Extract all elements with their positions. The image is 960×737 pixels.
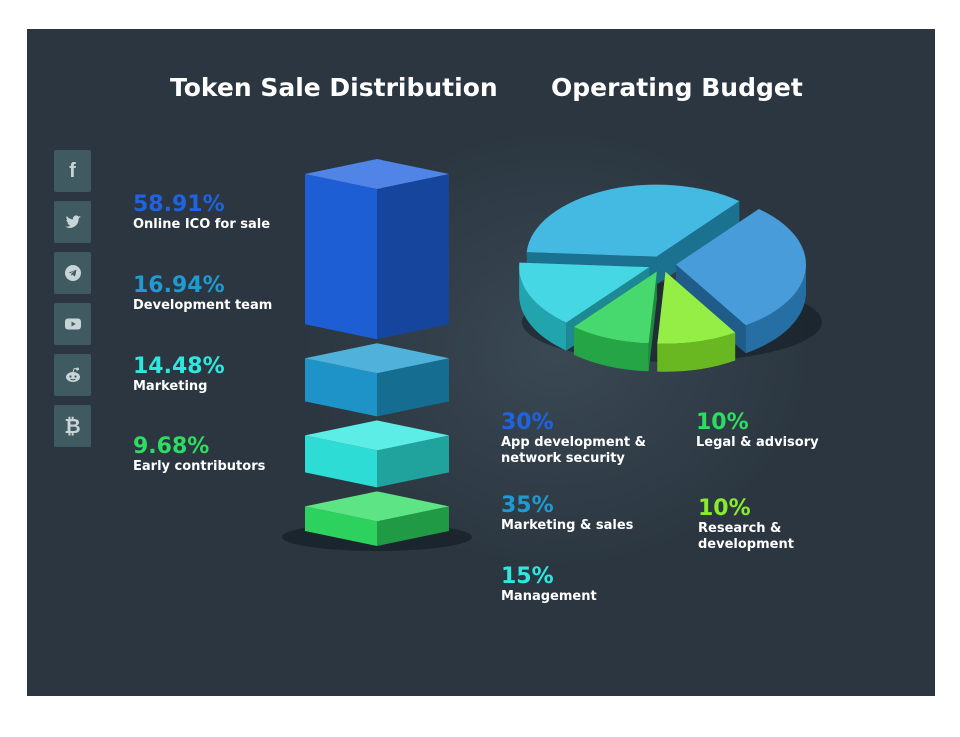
token-block-1-right-face: [377, 174, 449, 340]
budget-stat-management-label: Management: [501, 589, 597, 604]
telegram-icon: [64, 265, 81, 281]
twitter-icon: [64, 215, 81, 228]
social-sidebar: f ₿: [54, 150, 91, 456]
token-block-2-right-face: [377, 358, 449, 417]
infographic-panel: Token Sale Distribution Operating Budget…: [27, 29, 935, 696]
facebook-button[interactable]: f: [54, 150, 91, 192]
budget-stat-research-label: Research & development: [698, 521, 794, 552]
token-block-1: [305, 159, 449, 340]
token-stat-2-value: 16.94%: [133, 273, 225, 298]
youtube-button[interactable]: [54, 303, 91, 345]
token-stat-3-label: Marketing: [133, 379, 208, 394]
token-stat-1-label: Online ICO for sale: [133, 217, 271, 232]
token-block-3: [305, 420, 449, 488]
budget-stat-marketing-label: Marketing & sales: [501, 518, 634, 533]
token-block-2: [305, 343, 449, 417]
token-stat-3-value: 14.48%: [133, 354, 225, 379]
bitcoin-icon: ₿: [64, 413, 81, 438]
budget-stat-marketing: 35% Marketing & sales: [501, 494, 633, 534]
budget-stat-legal: 10% Legal & advisory: [696, 411, 819, 451]
budget-stat-app-dev-value: 30%: [501, 410, 554, 435]
token-stat-1: 58.91% Online ICO for sale: [133, 193, 270, 233]
youtube-icon: [64, 318, 81, 330]
token-block-3-top-face: [305, 420, 449, 451]
budget-slice-3-rim-1: [519, 267, 567, 351]
reddit-button[interactable]: [54, 354, 91, 396]
budget-slice-5: [657, 271, 736, 372]
token-stat-4-label: Early contributors: [133, 459, 266, 474]
token-block-3-right-face: [377, 435, 449, 488]
budget-slice-3-top: [519, 262, 650, 323]
token-stat-4-value: 9.68%: [133, 434, 210, 459]
facebook-icon: f: [69, 159, 76, 182]
token-block-4-left-face: [305, 506, 377, 546]
token-stat-2: 16.94% Development team: [133, 274, 272, 314]
budget-stat-research-value: 10%: [698, 496, 751, 521]
bitcoin-button[interactable]: ₿: [54, 405, 91, 447]
reddit-icon: [65, 367, 80, 382]
budget-slice-5-top: [657, 271, 736, 344]
token-block-1-top-face: [305, 159, 449, 189]
budget-slice-5-rim-1: [657, 332, 736, 372]
token-block-2-top-face: [305, 343, 449, 374]
token-chart-title: Token Sale Distribution: [170, 73, 498, 102]
budget-stat-marketing-value: 35%: [501, 493, 554, 518]
budget-stat-management-value: 15%: [501, 564, 554, 589]
token-block-1-left-face: [305, 174, 377, 340]
token-stat-2-label: Development team: [133, 298, 273, 313]
budget-slice-2-top: [526, 184, 740, 257]
token-stat-4: 9.68% Early contributors: [133, 435, 265, 475]
budget-stat-research: 10% Research & development: [698, 497, 794, 553]
token-stat-1-value: 58.91%: [133, 192, 225, 217]
charts-canvas: [282, 159, 822, 551]
token-stat-3: 14.48% Marketing: [133, 355, 225, 395]
token-block-4-top-face: [305, 491, 449, 522]
budget-slice-4-top: [573, 271, 657, 344]
budget-slice-4-rim-1: [573, 326, 649, 372]
token-block-4: [305, 491, 449, 546]
token-block-3-left-face: [305, 435, 377, 488]
budget-stat-app-dev-label: App development & network security: [501, 435, 646, 466]
token-block-4-right-face: [377, 506, 449, 546]
token-block-2-left-face: [305, 358, 377, 417]
budget-slice-4: [573, 271, 657, 372]
budget-stat-legal-label: Legal & advisory: [696, 435, 819, 450]
budget-chart-title: Operating Budget: [551, 73, 803, 102]
budget-stat-app-dev: 30% App development & network security: [501, 411, 646, 467]
twitter-button[interactable]: [54, 201, 91, 243]
telegram-button[interactable]: [54, 252, 91, 294]
budget-stat-legal-value: 10%: [696, 410, 749, 435]
budget-stat-management: 15% Management: [501, 565, 597, 605]
budget-slice-1-top: [675, 209, 806, 326]
budget-slice-1-rim-1: [745, 264, 806, 354]
